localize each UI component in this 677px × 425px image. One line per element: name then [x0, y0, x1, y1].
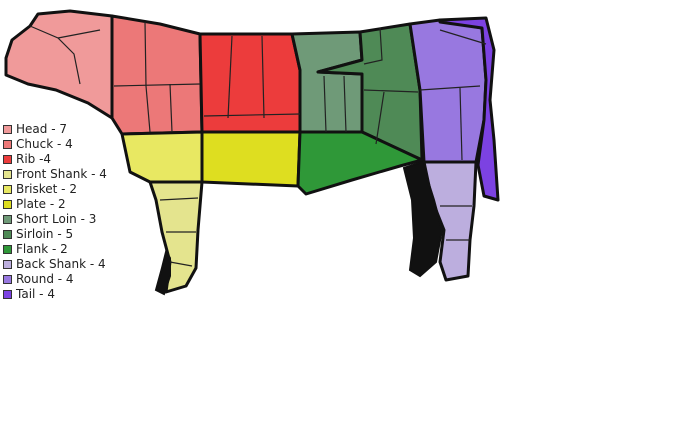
legend-label: Head - 7 [16, 122, 67, 136]
legend-label: Sirloin - 5 [16, 227, 74, 241]
legend-swatch-flank [3, 245, 12, 254]
cut-short-loin [290, 30, 364, 134]
legend-label: Flank - 2 [16, 242, 68, 256]
legend-swatch-round [3, 275, 12, 284]
legend-label: Round - 4 [16, 272, 74, 286]
cut-plate [200, 130, 302, 188]
cut-chuck [110, 14, 204, 136]
legend-label: Front Shank - 4 [16, 167, 107, 181]
cut-head [4, 9, 114, 120]
legend-swatch-head [3, 125, 12, 134]
legend-swatch-front-shank [3, 170, 12, 179]
rear-leg-inner [402, 160, 444, 278]
cut-round [408, 18, 488, 164]
legend-item-plate: Plate - 2 [3, 197, 107, 212]
legend-swatch-brisket [3, 185, 12, 194]
legend-label: Back Shank - 4 [16, 257, 106, 271]
legend-label: Plate - 2 [16, 197, 66, 211]
cut-brisket [120, 130, 204, 184]
legend-item-sirloin: Sirloin - 5 [3, 227, 107, 242]
legend-item-round: Round - 4 [3, 272, 107, 287]
legend-swatch-plate [3, 200, 12, 209]
cut-tail [438, 16, 500, 202]
legend-swatch-tail [3, 290, 12, 299]
legend-swatch-chuck [3, 140, 12, 149]
legend-label: Brisket - 2 [16, 182, 77, 196]
front-hoof-left [154, 249, 171, 296]
legend-item-flank: Flank - 2 [3, 242, 107, 257]
legend-item-head: Head - 7 [3, 122, 107, 137]
legend-item-rib: Rib -4 [3, 152, 107, 167]
legend-item-brisket: Brisket - 2 [3, 182, 107, 197]
legend-item-chuck: Chuck - 4 [3, 137, 107, 152]
legend-swatch-back-shank [3, 260, 12, 269]
legend-item-short-loin: Short Loin - 3 [3, 212, 107, 227]
cut-front-shank [148, 180, 204, 294]
legend-label: Chuck - 4 [16, 137, 73, 151]
legend-item-tail: Tail - 4 [3, 287, 107, 302]
legend-label: Short Loin - 3 [16, 212, 97, 226]
legend-item-front-shank: Front Shank - 4 [3, 167, 107, 182]
legend-swatch-sirloin [3, 230, 12, 239]
legend-swatch-short-loin [3, 215, 12, 224]
cut-flank [296, 130, 424, 196]
legend-label: Tail - 4 [16, 287, 55, 301]
legend-item-back-shank: Back Shank - 4 [3, 257, 107, 272]
legend: Head - 7 Chuck - 4 Rib -4 Front Shank - 4 Br… [3, 122, 107, 302]
legend-label: Rib -4 [16, 152, 52, 166]
legend-swatch-rib [3, 155, 12, 164]
cut-rib [198, 32, 302, 134]
